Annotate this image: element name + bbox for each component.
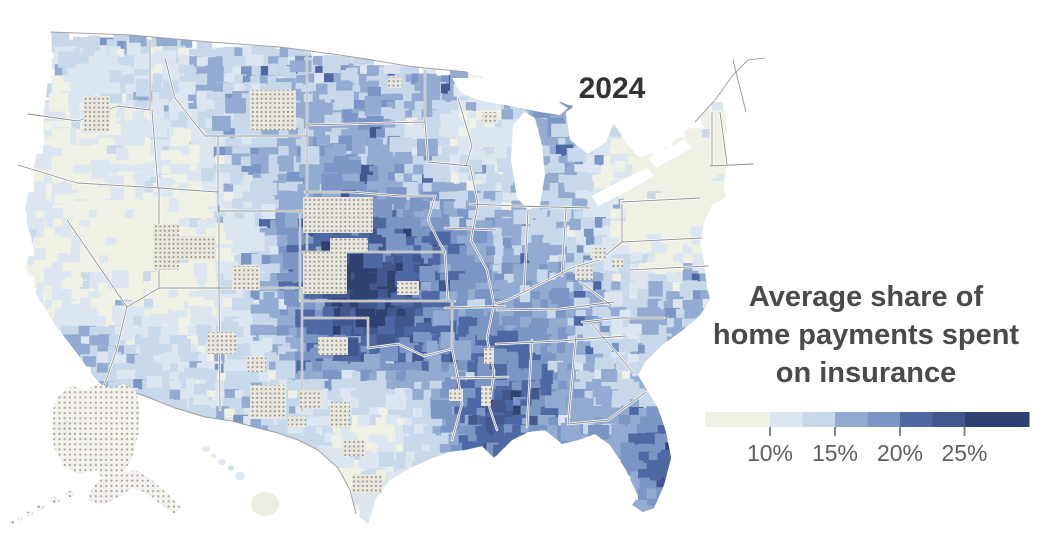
legend-title-line1: Average share of [749,281,984,313]
stipple-oklahoma-panhandle [318,337,348,355]
legend-tick-label-4: 25% [941,440,987,466]
stipple-central-south-dakota [303,197,373,233]
legend-bin-7 [932,412,965,427]
hawaii-island-3 [218,459,226,465]
legend-bin-6 [900,412,933,427]
international-borders [49,31,766,515]
legend-tick-labels: 10% 15% 20% 25% [747,440,988,466]
alaska-inset [9,384,182,524]
stipple-new-mexico-east [246,356,266,372]
hawaii-island-2 [211,453,217,459]
stipple-eastern-washington [84,96,110,132]
stipple-big-bend-texas [288,416,306,428]
lake-superior [452,78,568,115]
legend-bin-2 [770,412,803,427]
stipple-mississippi-1 [484,348,494,364]
stipple-arkansas-south [449,389,463,401]
legend-bin-4 [835,412,868,427]
legend-tick-label-2: 15% [812,440,858,466]
lake-ontario [648,140,692,168]
stipple-central-utah [172,236,216,260]
stipple-west-texas-1 [250,385,286,419]
legend-title-line2: home payments spent [713,319,1020,351]
hawaii-inset [202,446,279,516]
stipple-eastern-colorado [303,252,347,294]
state-borders [16,38,755,442]
stipple-northern-montana [250,90,296,130]
legend-bin-8 [965,412,1030,427]
stipple-west-virginia-2 [612,258,624,268]
no-data-stipple-areas [84,77,624,494]
legend-tick-label-1: 10% [747,440,793,466]
legend-bin-5 [867,412,900,427]
legend-bin-1 [705,412,770,427]
stipple-south-texas-1 [342,440,366,456]
hawaii-island-6 [251,492,279,516]
stipple-eastern-kentucky [575,266,593,280]
legend-tick-marks [769,427,966,436]
stipple-northwest-minnesota [388,77,402,88]
year-label: 2024 [579,72,646,105]
hawaii-island-1 [202,446,210,452]
legend-colorbar [705,412,1030,427]
legend-bin-3 [802,412,835,427]
lake-michigan [511,112,545,210]
stipple-west-texas-2 [300,390,322,408]
stipple-west-texas-3 [330,402,350,428]
legend-tick-label-3: 20% [877,440,923,466]
stipple-eastern-utah [232,266,260,290]
lake-erie [592,168,654,206]
hawaii-island-5 [235,472,245,480]
stipple-south-texas-2 [352,474,382,494]
stipple-west-virginia-1 [592,248,606,260]
hawaii-island-4 [228,465,234,471]
lake-huron [566,100,614,154]
legend-title-line3: on insurance [776,357,957,389]
stipple-western-kansas [397,281,419,295]
stipple-western-nebraska [330,238,368,252]
stipple-new-mexico-west [208,332,236,354]
great-lakes [452,78,692,210]
stipple-mississippi-2 [481,386,491,406]
stipple-michigan-up [482,112,498,124]
legend: Average share of home payments spent on … [705,281,1030,466]
